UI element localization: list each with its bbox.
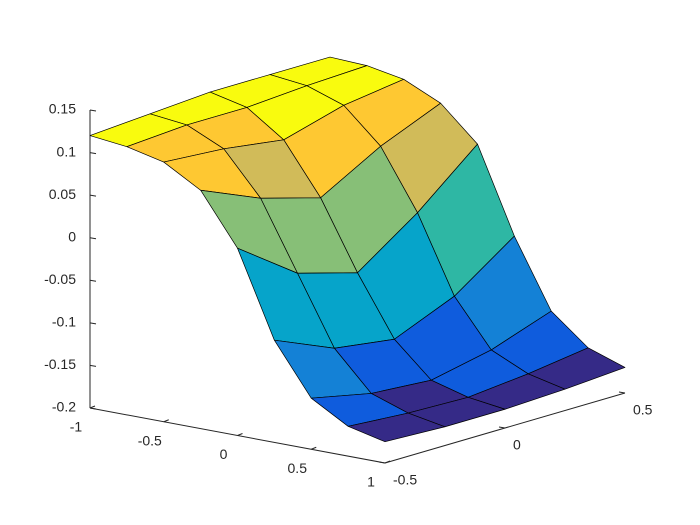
x-tick <box>89 405 96 409</box>
z-tick-label: 0 <box>68 228 76 244</box>
z-tick <box>89 364 97 367</box>
x-tick-label: -0.5 <box>138 432 162 448</box>
z-tick-label: -0.05 <box>44 271 76 287</box>
z-tick-label: -0.2 <box>52 399 76 415</box>
x-tick-label: 0 <box>220 446 228 462</box>
y-tick-label: 0 <box>513 437 521 453</box>
y-tick-label: 0.5 <box>633 402 653 418</box>
x-tick-label: -1 <box>70 419 83 435</box>
y-tick-label: -0.5 <box>393 472 417 488</box>
x-tick <box>384 460 391 464</box>
x-tick <box>311 446 317 450</box>
surface-face <box>347 412 446 443</box>
z-tick <box>89 279 97 282</box>
x-tick <box>237 433 243 436</box>
z-tick <box>89 109 97 112</box>
x-tick-label: 1 <box>367 474 375 490</box>
z-tick <box>89 152 97 155</box>
y-tick <box>378 461 386 464</box>
z-tick <box>89 237 97 240</box>
z-tick <box>89 194 97 197</box>
z-tick <box>89 407 97 410</box>
z-tick-label: -0.15 <box>44 356 76 372</box>
y-tick <box>618 391 626 394</box>
z-tick-label: 0.05 <box>49 186 76 202</box>
x-tick-label: 0.5 <box>288 460 308 476</box>
z-tick-label: 0.15 <box>49 101 76 117</box>
z-tick <box>89 322 97 325</box>
z-tick-label: 0.1 <box>57 143 77 159</box>
x-tick <box>163 419 169 423</box>
y-tick <box>498 426 506 429</box>
z-tick-label: -0.1 <box>52 314 76 330</box>
